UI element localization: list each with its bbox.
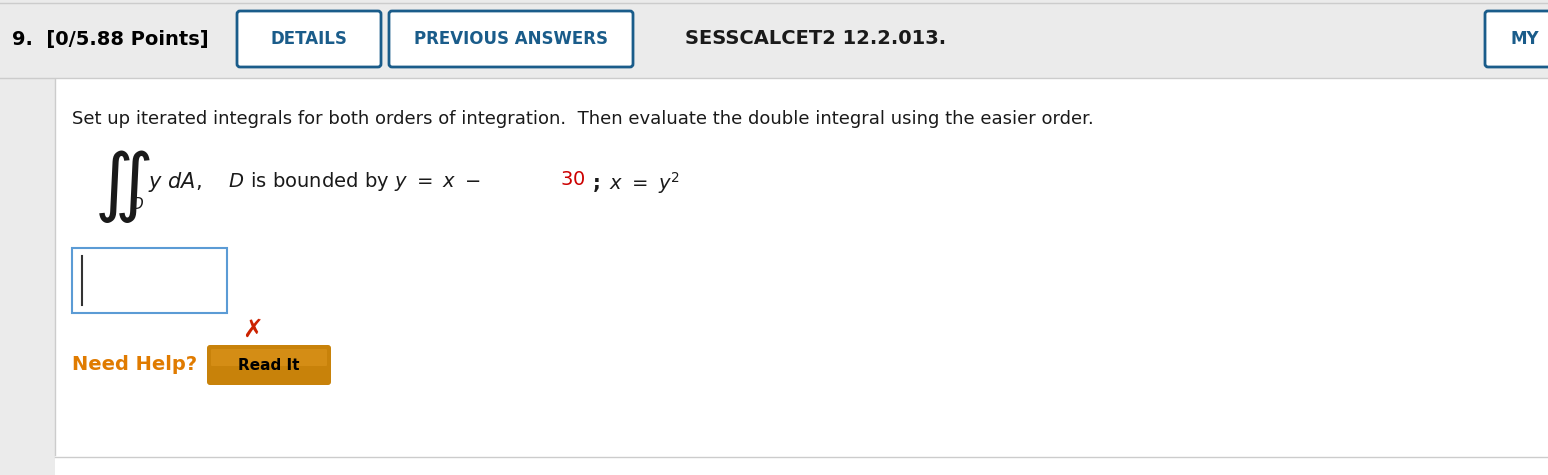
Text: 9.  [0/5.88 Points]: 9. [0/5.88 Points] xyxy=(12,29,209,48)
Text: Read It: Read It xyxy=(238,358,300,372)
Text: Set up iterated integrals for both orders of integration.  Then evaluate the dou: Set up iterated integrals for both order… xyxy=(73,110,1094,128)
Text: Need Help?: Need Help? xyxy=(73,355,197,374)
FancyBboxPatch shape xyxy=(389,11,633,67)
FancyBboxPatch shape xyxy=(237,11,381,67)
Text: $\iint$: $\iint$ xyxy=(94,148,150,225)
Bar xyxy=(56,79,1548,475)
Text: $\quad D\ \mathrm{is\ bounded\ by}\ y\ =\ x\ -\ $: $\quad D\ \mathrm{is\ bounded\ by}\ y\ =… xyxy=(211,170,481,193)
Bar xyxy=(73,248,228,313)
Text: MY: MY xyxy=(1509,30,1539,48)
Text: $y\ \mathit{d}A,$: $y\ \mathit{d}A,$ xyxy=(149,170,201,194)
Bar xyxy=(0,0,1548,78)
Text: ✗: ✗ xyxy=(241,318,263,342)
Text: $\mathbf{;}\  x\ =\ y^2$: $\mathbf{;}\ x\ =\ y^2$ xyxy=(591,170,680,196)
Text: $D$: $D$ xyxy=(132,196,144,212)
Text: PREVIOUS ANSWERS: PREVIOUS ANSWERS xyxy=(413,30,608,48)
FancyBboxPatch shape xyxy=(207,345,331,385)
Text: SESSCALCET2 12.2.013.: SESSCALCET2 12.2.013. xyxy=(686,29,946,48)
Text: DETAILS: DETAILS xyxy=(271,30,347,48)
FancyBboxPatch shape xyxy=(1485,11,1548,67)
Text: $30$: $30$ xyxy=(560,170,585,189)
FancyBboxPatch shape xyxy=(211,349,327,366)
